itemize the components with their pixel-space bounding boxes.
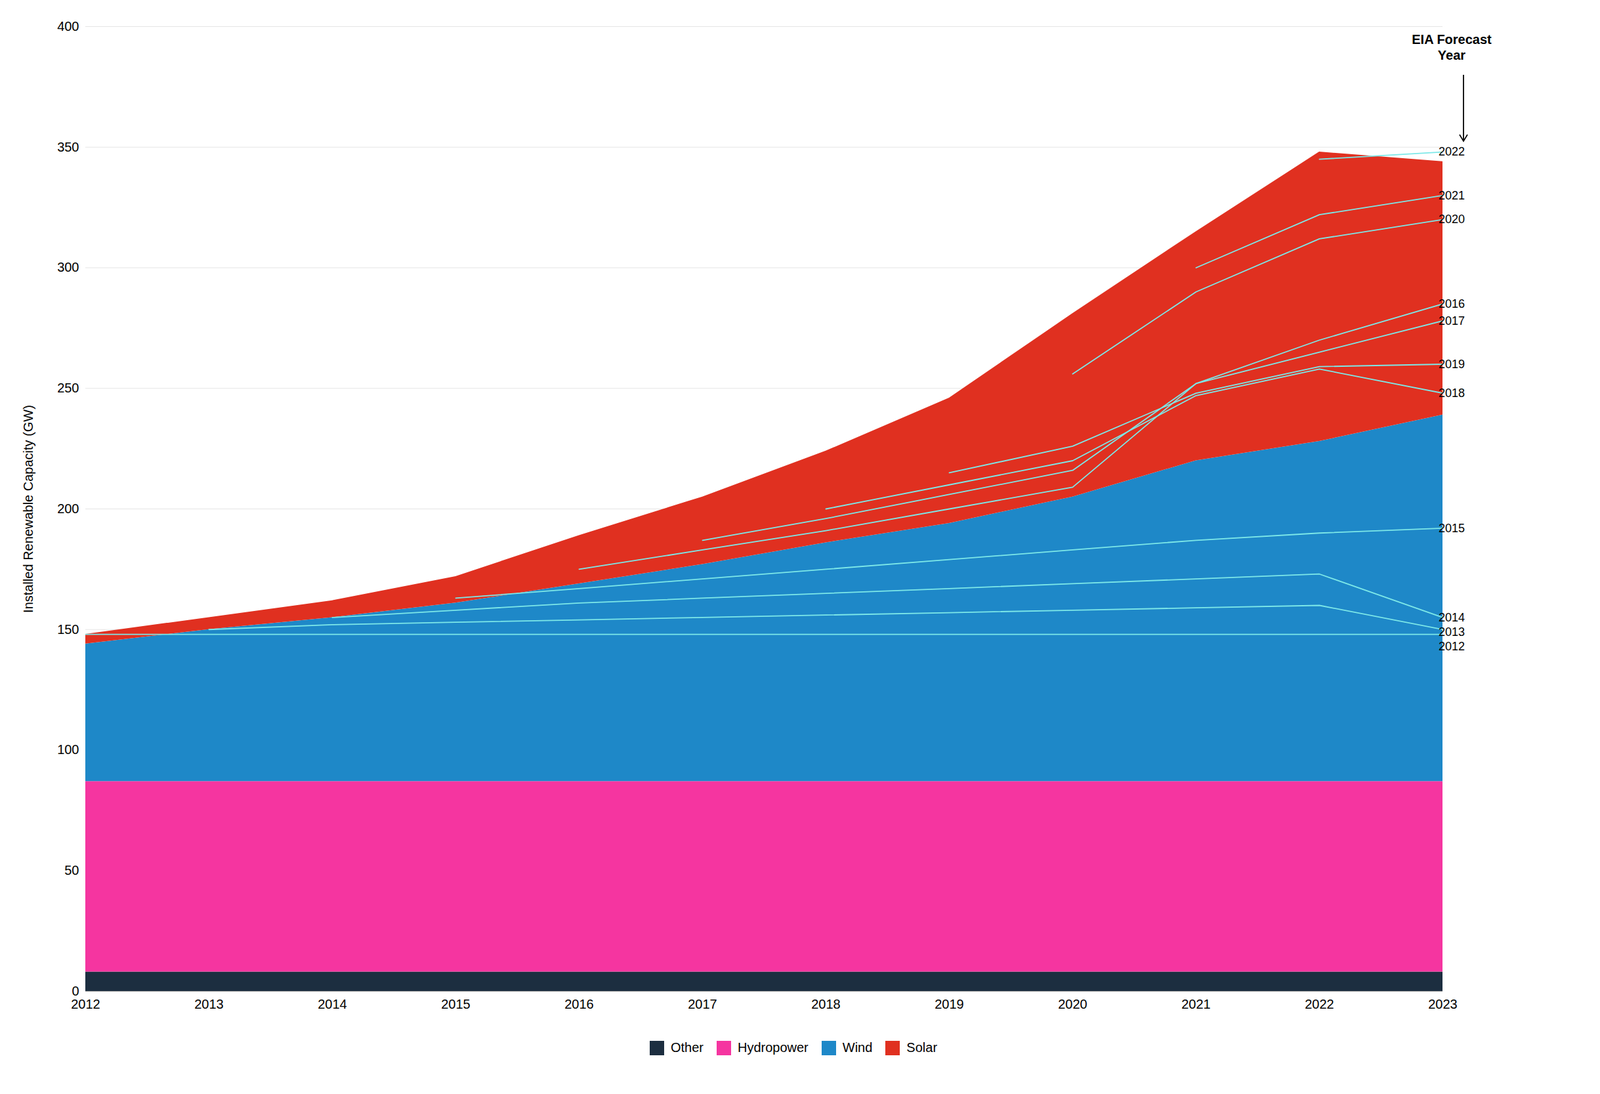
svg-text:2013: 2013 xyxy=(194,996,224,1012)
svg-text:2022: 2022 xyxy=(1304,996,1335,1012)
svg-text:2012: 2012 xyxy=(1438,639,1465,653)
svg-text:100: 100 xyxy=(57,742,79,757)
svg-text:Installed Renewable Capacity (: Installed Renewable Capacity (GW) xyxy=(21,404,36,613)
svg-text:2021: 2021 xyxy=(1438,189,1465,203)
svg-text:2018: 2018 xyxy=(811,996,841,1012)
svg-text:2022: 2022 xyxy=(1438,145,1465,159)
html-text:Hydropower: Hydropower xyxy=(737,1040,809,1055)
svg-text:2014: 2014 xyxy=(317,996,348,1012)
svg-text:2014: 2014 xyxy=(1438,610,1465,625)
svg-text:150: 150 xyxy=(57,622,79,637)
svg-text:2019: 2019 xyxy=(934,996,965,1012)
svg-text:2012: 2012 xyxy=(70,996,101,1012)
svg-text:2015: 2015 xyxy=(441,996,471,1012)
svg-text:2018: 2018 xyxy=(1438,386,1465,400)
html-text:Wind: Wind xyxy=(842,1040,873,1055)
svg-text:250: 250 xyxy=(57,380,79,396)
svg-text:EIA ForecastYear: EIA ForecastYear xyxy=(1411,32,1492,63)
html-text:Solar: Solar xyxy=(906,1040,938,1055)
svg-text:2020: 2020 xyxy=(1057,996,1088,1012)
svg-text:2023: 2023 xyxy=(1428,996,1458,1012)
svg-text:0: 0 xyxy=(71,983,79,999)
svg-text:2017: 2017 xyxy=(687,996,718,1012)
svg-text:2020: 2020 xyxy=(1438,212,1465,226)
html-text:Other: Other xyxy=(670,1040,704,1055)
svg-text:350: 350 xyxy=(57,139,79,155)
svg-text:2021: 2021 xyxy=(1181,996,1211,1012)
svg-text:2017: 2017 xyxy=(1438,314,1465,328)
svg-text:2016: 2016 xyxy=(1438,297,1465,311)
svg-text:2015: 2015 xyxy=(1438,521,1465,535)
svg-text:300: 300 xyxy=(57,259,79,275)
svg-text:2013: 2013 xyxy=(1438,625,1465,639)
svg-text:200: 200 xyxy=(57,501,79,516)
svg-text:2016: 2016 xyxy=(564,996,594,1012)
svg-text:50: 50 xyxy=(64,863,79,878)
svg-text:2019: 2019 xyxy=(1438,357,1465,371)
svg-text:400: 400 xyxy=(57,19,79,34)
